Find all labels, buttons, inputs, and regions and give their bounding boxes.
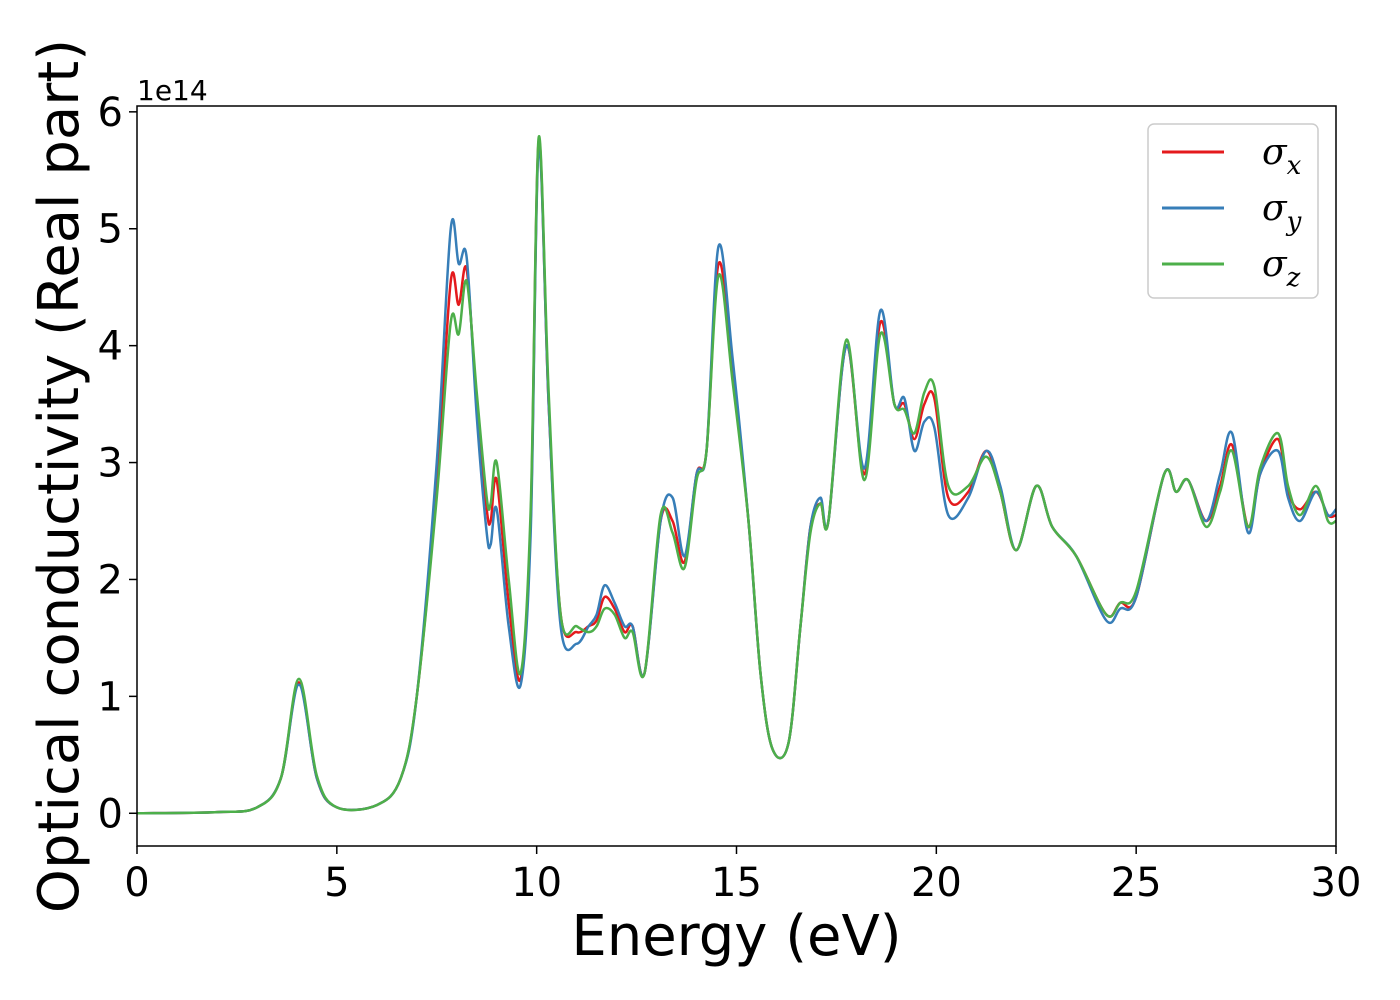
y-tick-label: 3 xyxy=(98,441,123,487)
y-tick-label: 4 xyxy=(98,324,123,370)
legend-box xyxy=(1147,123,1319,299)
y-axis-ticks: 0 1 2 3 4 5 6 xyxy=(98,90,137,837)
x-tick-label: 10 xyxy=(511,860,562,906)
y-tick-label: 1 xyxy=(98,674,123,720)
legend: σx σy σz xyxy=(1147,123,1319,299)
y-tick-label: 6 xyxy=(98,90,123,136)
series-line-z xyxy=(137,134,1336,815)
x-tick-label: 5 xyxy=(324,860,349,906)
y-tick-label: 0 xyxy=(98,791,123,837)
x-tick-label: 15 xyxy=(711,860,762,906)
legend-label-y: σy xyxy=(1262,188,1302,237)
legend-label-z: σz xyxy=(1262,244,1301,293)
x-tick-label: 0 xyxy=(124,860,149,906)
series-line-y xyxy=(137,144,1336,815)
legend-label-x: σx xyxy=(1262,132,1302,181)
y-axis-offset-text: 1e14 xyxy=(137,74,208,107)
x-axis-title: Energy (eV) xyxy=(571,904,901,969)
y-axis-title: Optical conductivity (Real part) xyxy=(27,39,92,913)
y-tick-label: 2 xyxy=(98,557,123,603)
y-tick-label: 5 xyxy=(98,207,123,253)
x-tick-label: 20 xyxy=(911,860,962,906)
x-tick-label: 25 xyxy=(1111,860,1162,906)
x-axis-ticks: 0 5 10 15 20 25 30 xyxy=(124,846,1361,906)
x-tick-label: 30 xyxy=(1311,860,1362,906)
plot-lines xyxy=(137,134,1336,815)
